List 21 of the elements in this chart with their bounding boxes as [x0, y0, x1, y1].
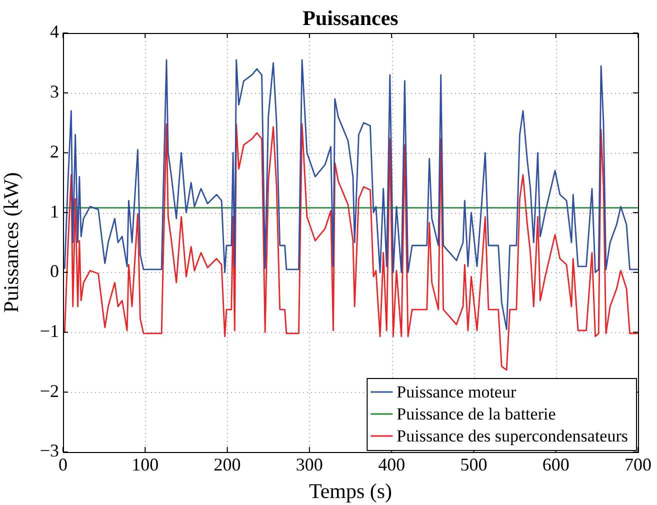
legend-label: Puissance de la batterie	[396, 404, 556, 424]
y-tick-label: 2	[50, 141, 59, 162]
x-tick-label: 500	[460, 454, 488, 475]
y-tick-label: −2	[40, 380, 59, 401]
y-tick-label: 3	[50, 82, 59, 102]
y-tick-label: −3	[40, 440, 59, 461]
y-tick-label: 0	[50, 261, 59, 282]
y-tick-label: 4	[50, 22, 59, 42]
x-tick-label: 400	[378, 454, 406, 475]
x-tick-label: 300	[296, 454, 323, 475]
x-tick-label: 200	[214, 454, 241, 475]
legend-label: Puissance moteur	[396, 382, 516, 402]
y-tick-label: −1	[40, 321, 59, 342]
legend-label: Puissance des supercondensateurs	[396, 426, 628, 446]
x-axis-title: Temps (s)	[308, 478, 392, 503]
x-tick-label: 700	[624, 454, 652, 475]
x-tick-label: 600	[542, 454, 570, 475]
chart-title: Puissances	[302, 6, 398, 30]
y-axis-title: Puissances (kW)	[0, 172, 24, 313]
y-tick-label: 1	[50, 201, 59, 222]
x-tick-label: 100	[132, 454, 159, 475]
